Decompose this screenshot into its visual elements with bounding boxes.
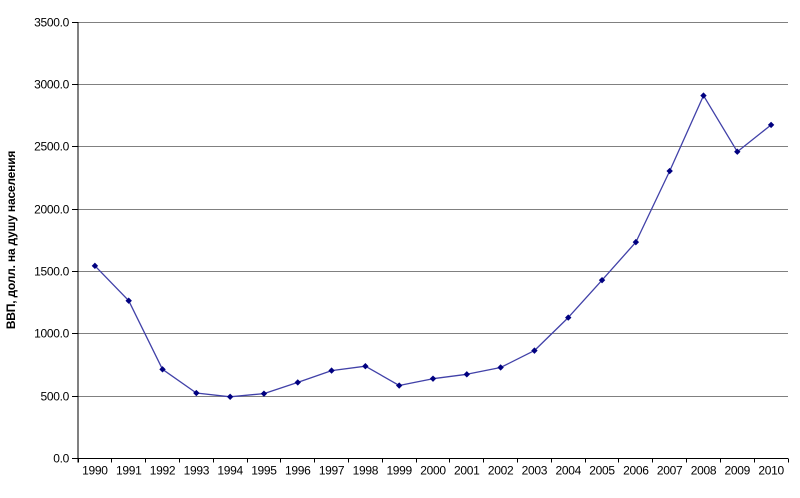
gridlines-layer: [78, 22, 788, 397]
x-tick-label: 1998: [353, 464, 379, 478]
x-tick-label: 2002: [488, 464, 514, 478]
data-point-marker: [565, 314, 572, 321]
y-tick-label: 3500.0: [34, 16, 70, 30]
x-tick-label: 1995: [251, 464, 277, 478]
data-series-layer: [91, 92, 775, 400]
data-point-marker: [395, 382, 403, 389]
y-tick-label: 2500.0: [34, 140, 70, 154]
data-point-marker: [294, 379, 301, 386]
x-tick-label: 1997: [319, 464, 345, 478]
x-tick-label: 2006: [623, 464, 649, 478]
data-point-marker: [531, 347, 538, 354]
data-point-marker: [700, 92, 707, 99]
data-point-marker: [497, 364, 504, 371]
axis-labels-layer: 0.0 500.0 1000.0 1500.0 2000.0 2500.0 3000.0 35…: [34, 16, 785, 478]
data-point-marker: [429, 375, 437, 382]
y-tick-label: 1500.0: [34, 265, 70, 279]
data-point-marker: [193, 389, 200, 397]
data-point-marker: [767, 121, 775, 129]
data-point-marker: [666, 167, 673, 175]
x-tick-label: 2003: [522, 464, 548, 478]
x-tick-label: 2008: [691, 464, 717, 478]
y-tick-label: 3000.0: [34, 78, 70, 92]
data-point-marker: [226, 393, 234, 400]
x-tick-label: 2009: [725, 464, 751, 478]
x-tick-label: 1996: [285, 464, 311, 478]
x-tick-label: 1990: [82, 464, 108, 478]
y-axis-title: ВВП, долл. на душу населения: [4, 151, 18, 330]
data-point-marker: [125, 297, 132, 304]
axes-layer: [72, 22, 789, 463]
data-point-marker: [463, 371, 471, 378]
x-tick-label: 2001: [454, 464, 480, 478]
x-tick-label: 2010: [758, 464, 784, 478]
x-tick-label: 2004: [555, 464, 581, 478]
x-tick-label: 1992: [150, 464, 176, 478]
y-tick-label: 500.0: [40, 390, 69, 404]
data-point-marker: [159, 366, 166, 373]
y-tick-label: 0.0: [53, 452, 69, 466]
data-point-marker: [734, 148, 741, 155]
data-point-marker: [328, 367, 335, 374]
data-point-marker: [598, 276, 606, 284]
x-tick-label: 2005: [589, 464, 615, 478]
y-tick-label: 2000.0: [34, 203, 70, 217]
gdp-line: [94, 94, 772, 398]
x-tick-label: 2000: [420, 464, 446, 478]
data-point-marker: [91, 262, 99, 270]
x-tick-label: 1999: [386, 464, 412, 478]
data-point-marker: [362, 363, 369, 370]
x-tick-label: 1994: [217, 464, 243, 478]
x-tick-label: 1991: [116, 464, 142, 478]
x-tick-label: 2007: [657, 464, 683, 478]
data-point-marker: [632, 238, 640, 246]
x-tick-label: 1993: [184, 464, 210, 478]
y-tick-label: 1000.0: [34, 327, 70, 341]
data-point-marker: [260, 390, 268, 397]
